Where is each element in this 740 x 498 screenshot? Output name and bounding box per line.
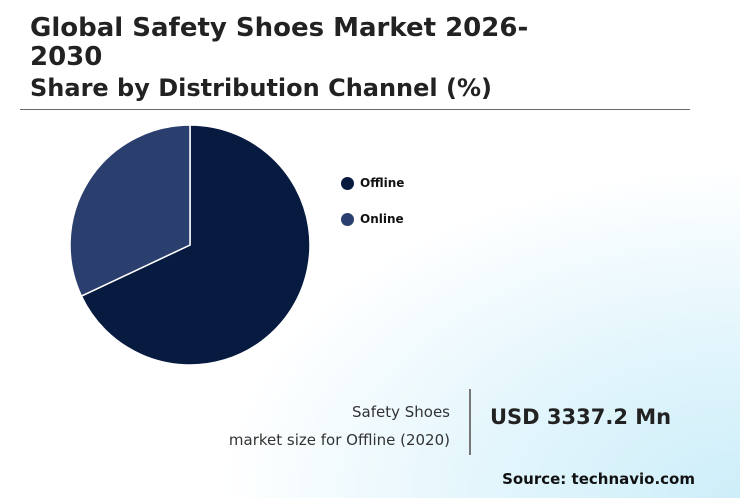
market-size-label: Safety Shoes market size for Offline (20…	[229, 398, 450, 454]
pie-slice-online	[69, 124, 191, 298]
legend-label-offline: Offline	[360, 176, 405, 190]
legend-swatch-offline	[341, 176, 354, 190]
pie-chart	[69, 124, 311, 366]
market-size-label-line1: Safety Shoes	[352, 403, 450, 421]
source-credit: Source: technavio.com	[502, 470, 695, 488]
market-size-value: USD 3337.2 Mn	[490, 405, 672, 429]
market-size-label-line2: market size for Offline (2020)	[228, 431, 450, 449]
legend-label-online: Online	[360, 212, 404, 226]
legend: Offline Online	[341, 175, 404, 247]
chart-subtitle: Share by Distribution Channel (%)	[30, 74, 492, 102]
title-divider	[20, 109, 690, 110]
legend-swatch-online	[341, 212, 354, 226]
legend-item-offline: Offline	[341, 175, 404, 191]
pie-slice-offline	[80, 124, 311, 366]
chart-title: Global Safety Shoes Market 2026-2030	[30, 13, 529, 72]
market-size-divider	[469, 389, 471, 455]
legend-item-online: Online	[341, 211, 404, 227]
